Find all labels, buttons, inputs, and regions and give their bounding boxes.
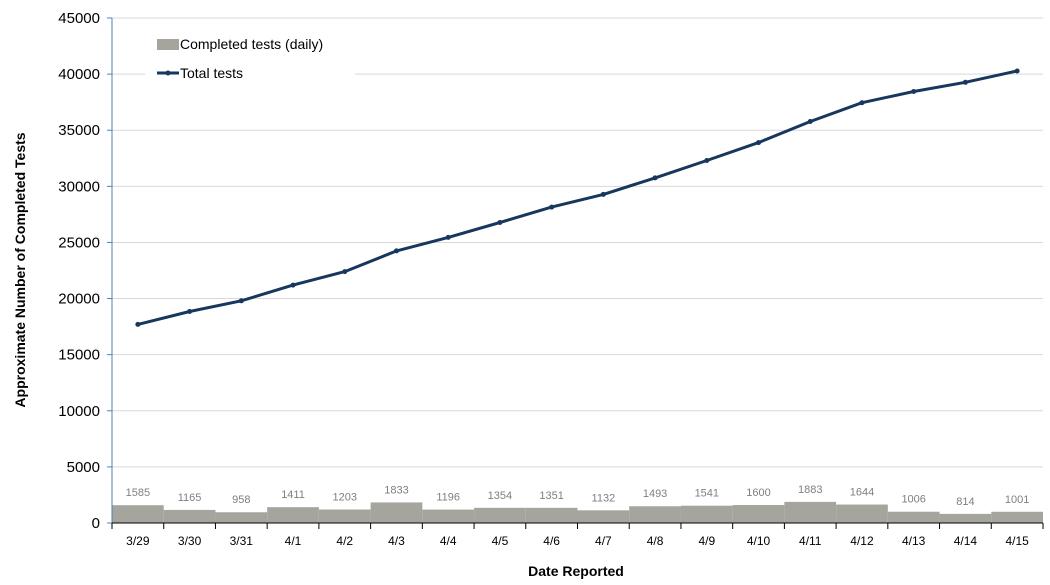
- bar-data-labels: 1585 1165 958 1411 1203 1833 1196 1354 1351 1132 1…: [126, 484, 1030, 508]
- x-tick-label: 4/4: [440, 534, 457, 548]
- daily-bar: [163, 509, 216, 523]
- total-tests-polyline: [137, 69, 1018, 326]
- x-tick-label: 4/3: [388, 534, 405, 548]
- daily-bar: [525, 507, 578, 523]
- x-tick-label: 4/9: [698, 534, 715, 548]
- total-tests-point: [756, 140, 762, 146]
- bar-data-label: 1833: [384, 484, 408, 496]
- total-tests-point: [187, 308, 193, 314]
- x-tick-label: 4/7: [595, 534, 612, 548]
- daily-bar: [318, 509, 371, 523]
- x-tick-label: 4/5: [492, 534, 509, 548]
- y-tick-label: 40000: [58, 66, 100, 83]
- bar-data-label: 1351: [539, 490, 563, 502]
- bar-data-label: 1165: [178, 492, 202, 504]
- legend-total-label: Total tests: [180, 65, 243, 81]
- bar-data-label: 1001: [1005, 494, 1029, 506]
- axes: 0 5000 10000 15000 20000 25000 30000 35000 40000…: [58, 10, 1044, 548]
- total-tests-point: [600, 191, 606, 197]
- x-tick-label: 3/29: [126, 534, 150, 548]
- x-tick-label: 4/12: [850, 534, 874, 548]
- x-axis-title: Date Reported: [528, 563, 624, 579]
- x-tick-label: 4/6: [543, 534, 560, 548]
- y-tick-label: 45000: [58, 10, 100, 27]
- x-tick-label: 4/11: [799, 534, 822, 548]
- daily-bar: [370, 502, 423, 523]
- legend-background: [145, 30, 355, 90]
- daily-bar: [629, 506, 681, 523]
- total-tests-point: [807, 118, 813, 124]
- daily-bar: [784, 501, 837, 523]
- total-tests-point: [859, 100, 865, 106]
- total-tests-point: [135, 321, 141, 327]
- legend-line-marker: [165, 70, 171, 76]
- total-tests-line: [135, 68, 1020, 327]
- bar-data-label: 1354: [488, 490, 512, 502]
- y-tick-label: 15000: [58, 347, 100, 364]
- total-tests-point: [704, 158, 710, 164]
- x-tick-label: 3/31: [230, 534, 254, 548]
- bar-data-label: 1493: [643, 488, 667, 500]
- daily-bar: [422, 509, 475, 523]
- x-tick-label: 4/14: [954, 534, 978, 548]
- x-tick-label: 4/13: [902, 534, 926, 548]
- y-tick-label: 25000: [58, 234, 100, 251]
- y-tick-label: 20000: [58, 291, 100, 308]
- x-tick-label: 4/10: [747, 534, 771, 548]
- bar-data-label: 958: [232, 494, 250, 506]
- x-tick-label: 4/2: [336, 534, 353, 548]
- bar-data-label: 1196: [436, 492, 460, 504]
- total-tests-point: [962, 79, 968, 85]
- daily-bar: [577, 510, 630, 523]
- total-tests-point: [497, 219, 503, 225]
- legend-bar-swatch: [157, 39, 179, 50]
- bar-data-label: 1132: [592, 492, 616, 504]
- total-tests-point: [290, 282, 296, 288]
- y-tick-label: 0: [92, 515, 100, 532]
- bar-data-label: 814: [956, 496, 974, 508]
- bar-data-label: 1585: [126, 487, 150, 499]
- bar-data-label: 1411: [281, 489, 305, 501]
- legend: Completed tests (daily) Total tests: [145, 30, 355, 90]
- y-tick-label: 10000: [58, 403, 100, 420]
- bar-data-label: 1203: [333, 491, 357, 503]
- bar-data-label: 1006: [901, 494, 925, 506]
- total-tests-point: [238, 298, 244, 304]
- bar-data-label: 1644: [850, 487, 874, 499]
- bars: [112, 501, 1043, 523]
- daily-bar: [680, 505, 733, 523]
- daily-bar: [215, 512, 268, 523]
- daily-bar: [991, 511, 1043, 523]
- daily-bar: [887, 511, 940, 523]
- x-tick-label: 4/1: [285, 534, 302, 548]
- x-tick-label: 4/8: [647, 534, 664, 548]
- daily-bar: [474, 507, 526, 523]
- bar-data-label: 1600: [746, 487, 770, 499]
- total-tests-point: [1014, 68, 1020, 74]
- legend-daily-label: Completed tests (daily): [180, 36, 323, 52]
- bar-data-label: 1541: [695, 488, 719, 500]
- total-tests-point: [549, 204, 555, 210]
- daily-bar: [267, 507, 319, 523]
- total-tests-point: [445, 234, 451, 240]
- y-tick-label: 30000: [58, 178, 100, 195]
- x-tick-label: 3/30: [178, 534, 202, 548]
- total-tests-point: [393, 248, 399, 254]
- total-tests-point: [652, 175, 658, 181]
- x-tick-label: 4/15: [1005, 534, 1029, 548]
- bar-data-label: 1883: [798, 484, 822, 496]
- daily-bar: [112, 505, 164, 523]
- y-tick-label: 35000: [58, 122, 100, 139]
- daily-bar: [939, 513, 992, 523]
- y-axis-title: Approximate Number of Completed Tests: [12, 132, 28, 407]
- daily-bar: [732, 505, 785, 523]
- total-tests-point: [911, 89, 917, 95]
- total-tests-point: [342, 269, 348, 275]
- gridlines: [112, 17, 1043, 468]
- daily-bar: [836, 504, 888, 523]
- y-tick-label: 5000: [67, 459, 100, 476]
